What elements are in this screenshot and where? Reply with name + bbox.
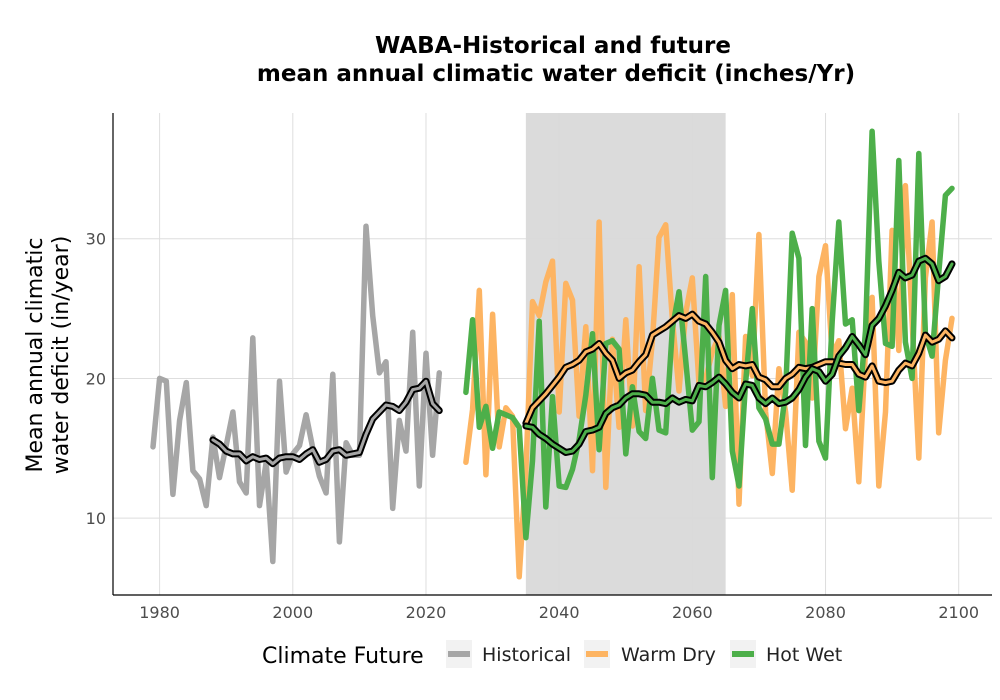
series-hot-wet-smoothed (524, 256, 954, 454)
legend-title: Climate Future (262, 644, 424, 669)
x-tick-label-2020: 2020 (406, 603, 447, 622)
chart-title-line2: mean annual climatic water deficit (inch… (257, 61, 855, 87)
y-tick-label-10: 10 (86, 509, 106, 528)
series-historical (150, 223, 443, 565)
legend: Climate Future Historical Warm Dry Hot W… (262, 640, 842, 669)
y-axis-title-line1: Mean annual climatic (23, 238, 48, 473)
x-tick-label-2040: 2040 (539, 603, 580, 622)
series-hot-wet (463, 128, 955, 541)
legend-item-hot-wet: Hot Wet (730, 640, 842, 668)
chart-title-line1: WABA-Historical and future (375, 33, 731, 59)
x-tick-label-1980: 1980 (139, 603, 180, 622)
y-tick-label-20: 20 (86, 369, 106, 388)
x-tick-label-2000: 2000 (272, 603, 313, 622)
plot-area: 1980 2000 2020 2040 2060 2080 2100 10 20 30 (86, 113, 992, 622)
y-tick-label-30: 30 (86, 230, 106, 249)
legend-label-hot-wet: Hot Wet (766, 644, 842, 666)
legend-label-historical: Historical (482, 644, 571, 666)
axes (112, 113, 992, 596)
x-tick-label-2100: 2100 (938, 603, 979, 622)
x-tick-label-2060: 2060 (672, 603, 713, 622)
tick-labels: 1980 2000 2020 2040 2060 2080 2100 10 20 30 (86, 230, 979, 622)
x-tick-label-2080: 2080 (805, 603, 846, 622)
series-warm-dry-smoothed (524, 312, 954, 425)
series-historical-smoothed (211, 379, 441, 466)
legend-label-warm-dry: Warm Dry (621, 644, 716, 666)
legend-item-warm-dry: Warm Dry (584, 640, 716, 668)
legend-item-historical: Historical (446, 640, 571, 668)
series-lines (150, 128, 956, 580)
y-axis-title-line2: water deficit (in/year) (49, 236, 74, 475)
